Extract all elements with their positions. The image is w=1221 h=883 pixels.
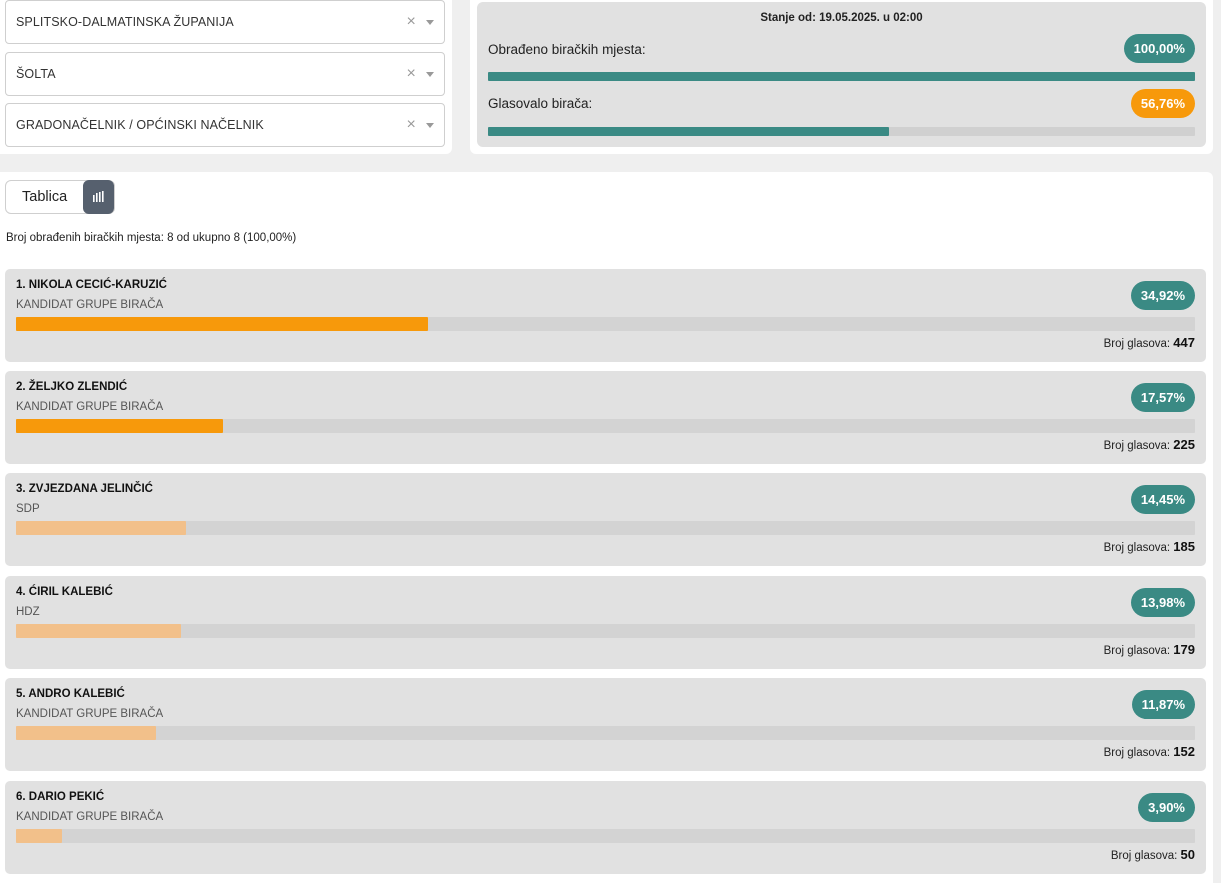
candidate-card: 2. ŽELJKO ZLENDIĆ KANDIDAT GRUPE BIRAČA …: [5, 371, 1206, 464]
candidate-party: KANDIDAT GRUPE BIRAČA: [16, 708, 164, 720]
votes-count: 152: [1173, 744, 1195, 759]
turnout-progress-fill: [488, 127, 890, 136]
processed-progress-fill: [488, 72, 1195, 81]
candidate-name: 2. ŽELJKO ZLENDIĆ: [16, 381, 128, 393]
bar-chart-icon: [92, 191, 104, 202]
county-chevron-down-icon[interactable]: [426, 19, 434, 25]
county-select-value: SPLITSKO-DALMATINSKA ŽUPANIJA: [16, 15, 234, 29]
table-view-button[interactable]: Tablica: [22, 189, 68, 205]
candidate-vote-track: [16, 726, 1195, 740]
votes-label: Broj glasova:: [1110, 850, 1181, 862]
county-clear-icon[interactable]: ×: [406, 13, 416, 30]
candidate-vote-track: [16, 829, 1195, 843]
candidate-percent-badge: 17,57%: [1130, 383, 1195, 412]
candidate-votes: Broj glasova: 179: [1104, 642, 1195, 657]
summary-panel: Stanje od: 19.05.2025. u 02:00 Obrađeno …: [470, 0, 1213, 154]
candidate-card: 1. NIKOLA CECIĆ-KARUZIĆ KANDIDAT GRUPE B…: [5, 269, 1206, 362]
votes-count: 447: [1173, 335, 1195, 350]
candidate-name: 1. NIKOLA CECIĆ-KARUZIĆ: [16, 279, 167, 291]
municipality-select-value: ŠOLTA: [16, 67, 56, 81]
votes-label: Broj glasova:: [1103, 338, 1174, 350]
votes-count: 185: [1173, 539, 1195, 554]
candidate-vote-bar: [16, 317, 428, 331]
chart-view-button[interactable]: [83, 180, 114, 214]
office-clear-icon[interactable]: ×: [406, 116, 416, 133]
turnout-badge: 56,76%: [1130, 89, 1195, 118]
candidate-name: 4. ĆIRIL KALEBIĆ: [16, 586, 113, 598]
processed-label: Obrađeno biračkih mjesta:: [488, 42, 646, 57]
votes-label: Broj glasova:: [1103, 645, 1174, 657]
candidate-percent-badge: 34,92%: [1130, 281, 1195, 310]
candidate-votes: Broj glasova: 447: [1104, 335, 1195, 350]
candidate-votes: Broj glasova: 50: [1111, 847, 1195, 862]
candidate-vote-bar: [16, 726, 156, 740]
candidate-vote-track: [16, 521, 1195, 535]
votes-label: Broj glasova:: [1103, 747, 1174, 759]
votes-label: Broj glasova:: [1103, 542, 1174, 554]
votes-count: 225: [1173, 437, 1195, 452]
view-toggle: Tablica: [5, 180, 115, 214]
candidate-card: 4. ĆIRIL KALEBIĆ HDZ 13,98% Broj glasova…: [5, 576, 1206, 669]
candidate-name: 5. ANDRO KALEBIĆ: [16, 688, 125, 700]
summary-box: Stanje od: 19.05.2025. u 02:00 Obrađeno …: [477, 2, 1206, 147]
as-of-timestamp: Stanje od: 19.05.2025. u 02:00: [760, 12, 923, 24]
candidate-votes: Broj glasova: 152: [1104, 744, 1195, 759]
candidate-votes: Broj glasova: 185: [1104, 539, 1195, 554]
filters-panel: SPLITSKO-DALMATINSKA ŽUPANIJA × ŠOLTA × …: [0, 0, 452, 154]
votes-count: 179: [1173, 642, 1195, 657]
candidate-percent-badge: 11,87%: [1131, 690, 1195, 719]
processed-stations-text: Broj obrađenih biračkih mjesta: 8 od uku…: [6, 232, 297, 244]
candidate-vote-bar: [16, 624, 181, 638]
candidate-vote-bar: [16, 521, 187, 535]
office-chevron-down-icon[interactable]: [426, 122, 434, 128]
candidate-party: HDZ: [16, 606, 40, 618]
office-select-value: GRADONAČELNIK / OPĆINSKI NAČELNIK: [16, 118, 264, 132]
candidate-vote-bar: [16, 419, 224, 433]
candidate-party: KANDIDAT GRUPE BIRAČA: [16, 401, 164, 413]
candidate-percent-badge: 14,45%: [1130, 485, 1195, 514]
candidate-votes: Broj glasova: 225: [1104, 437, 1195, 452]
candidate-party: KANDIDAT GRUPE BIRAČA: [16, 299, 164, 311]
turnout-label: Glasovalo birača:: [488, 96, 593, 111]
candidate-name: 3. ZVJEZDANA JELINČIĆ: [16, 483, 153, 495]
municipality-clear-icon[interactable]: ×: [406, 65, 416, 82]
votes-label: Broj glasova:: [1103, 440, 1174, 452]
processed-progress-track: [488, 72, 1195, 81]
candidate-percent-badge: 3,90%: [1138, 793, 1195, 822]
candidate-vote-bar: [16, 829, 62, 843]
office-select[interactable]: GRADONAČELNIK / OPĆINSKI NAČELNIK ×: [5, 103, 445, 147]
candidate-card: 3. ZVJEZDANA JELINČIĆ SDP 14,45% Broj gl…: [5, 473, 1206, 566]
candidate-vote-track: [16, 317, 1195, 331]
candidate-vote-track: [16, 624, 1195, 638]
candidate-percent-badge: 13,98%: [1130, 588, 1195, 617]
candidate-party: KANDIDAT GRUPE BIRAČA: [16, 811, 164, 823]
municipality-chevron-down-icon[interactable]: [426, 71, 434, 77]
results-panel: Tablica Broj obrađenih biračkih mjesta: …: [0, 172, 1213, 883]
candidate-card: 5. ANDRO KALEBIĆ KANDIDAT GRUPE BIRAČA 1…: [5, 678, 1206, 771]
candidate-card: 6. DARIO PEKIĆ KANDIDAT GRUPE BIRAČA 3,9…: [5, 781, 1206, 874]
processed-badge: 100,00%: [1123, 34, 1195, 63]
turnout-progress-track: [488, 127, 1195, 136]
candidate-name: 6. DARIO PEKIĆ: [16, 791, 105, 803]
candidate-vote-track: [16, 419, 1195, 433]
municipality-select[interactable]: ŠOLTA ×: [5, 52, 445, 96]
votes-count: 50: [1180, 847, 1195, 862]
county-select[interactable]: SPLITSKO-DALMATINSKA ŽUPANIJA ×: [5, 0, 445, 44]
candidate-party: SDP: [16, 503, 40, 515]
